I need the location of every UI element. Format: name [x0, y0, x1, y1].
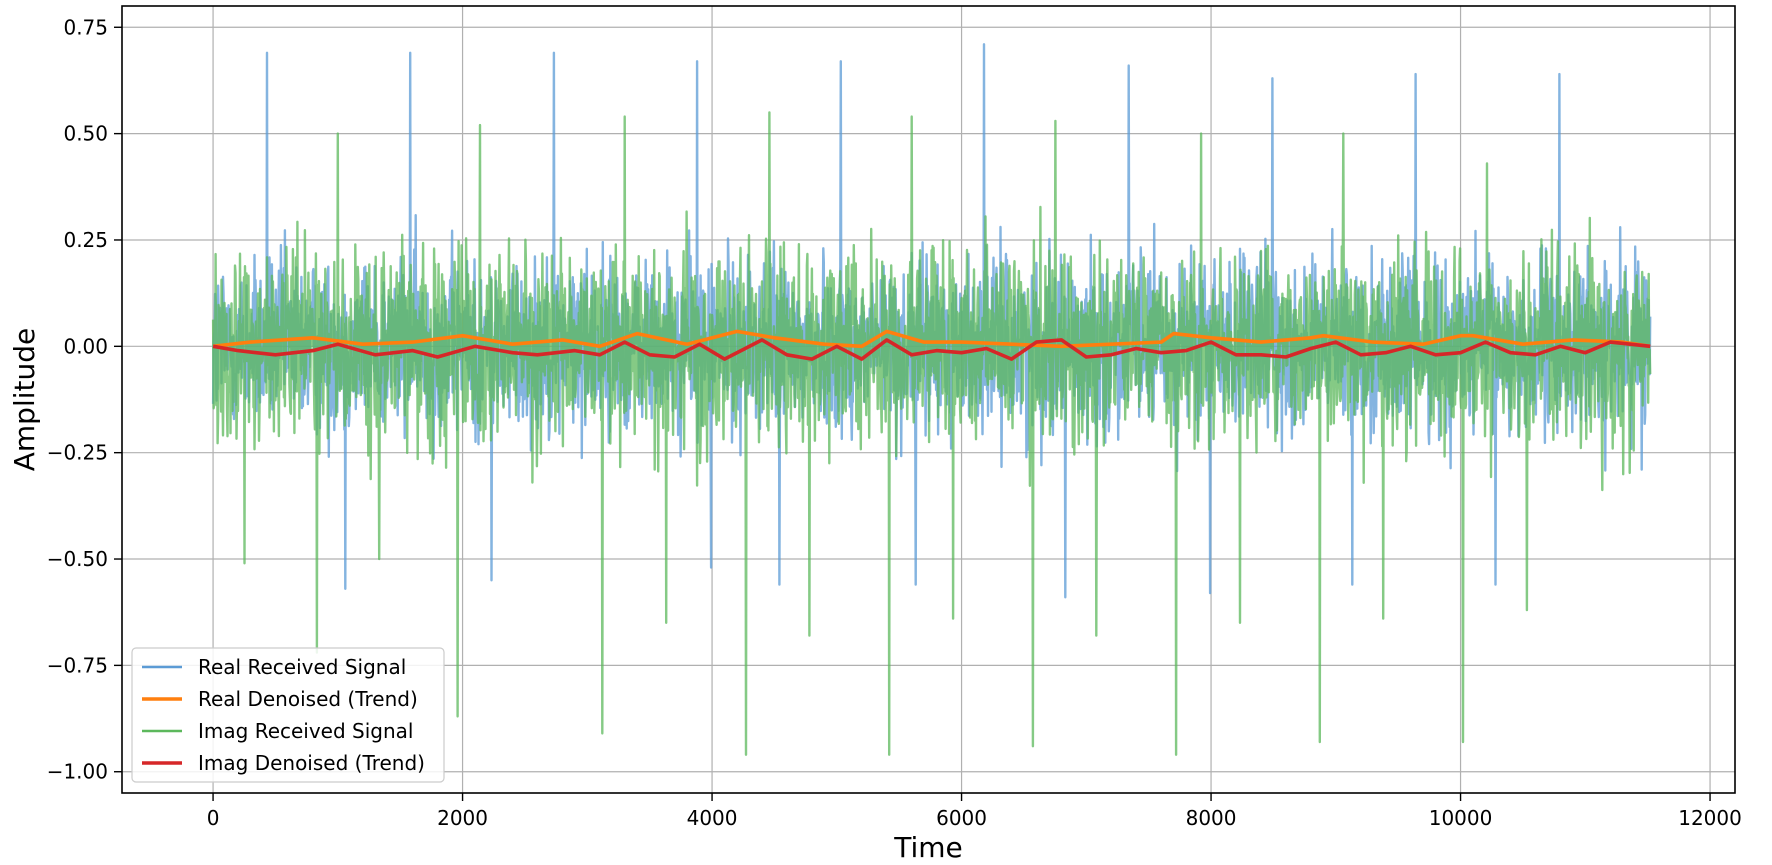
y-tick-label: −1.00 — [47, 760, 108, 784]
x-axis-ticks: 0 2000 4000 6000 8000 10000 12000 — [207, 793, 1742, 830]
y-tick-label: −0.50 — [47, 547, 108, 571]
y-tick-label: 0.00 — [63, 334, 108, 358]
legend: Real Received Signal Real Denoised (Trend… — [131, 647, 445, 783]
series-line-real-denoised-trend- — [212, 329, 1651, 349]
legend-label: Real Received Signal — [198, 655, 406, 679]
y-tick-label: 0.75 — [63, 15, 108, 39]
series-line-imag-received-signal — [211, 111, 1652, 756]
series-line-imag-denoised-trend- — [212, 338, 1651, 361]
x-tick-label: 6000 — [936, 806, 987, 830]
y-axis-ticks: 0.75 0.50 0.25 0.00 −0.25 −0.50 −0.75 −1.00 — [47, 15, 122, 784]
x-tick-label: 2000 — [437, 806, 488, 830]
plot-frame — [121, 5, 1736, 794]
y-tick-label: 0.50 — [63, 122, 108, 146]
y-tick-label: −0.25 — [47, 441, 108, 465]
legend-box — [131, 647, 445, 783]
x-tick-label: 8000 — [1186, 806, 1237, 830]
y-tick-label: 0.25 — [63, 228, 108, 252]
y-axis-label: Amplitude — [8, 328, 41, 472]
x-tick-label: 4000 — [687, 806, 738, 830]
x-axis-label: Time — [893, 831, 963, 864]
legend-label: Real Denoised (Trend) — [198, 687, 418, 711]
plot-series — [211, 43, 1652, 756]
legend-label: Imag Received Signal — [198, 719, 413, 743]
x-tick-label: 10000 — [1429, 806, 1493, 830]
x-tick-label: 0 — [207, 806, 220, 830]
legend-label: Imag Denoised (Trend) — [198, 751, 425, 775]
x-tick-label: 12000 — [1678, 806, 1742, 830]
y-tick-label: −0.75 — [47, 653, 108, 677]
